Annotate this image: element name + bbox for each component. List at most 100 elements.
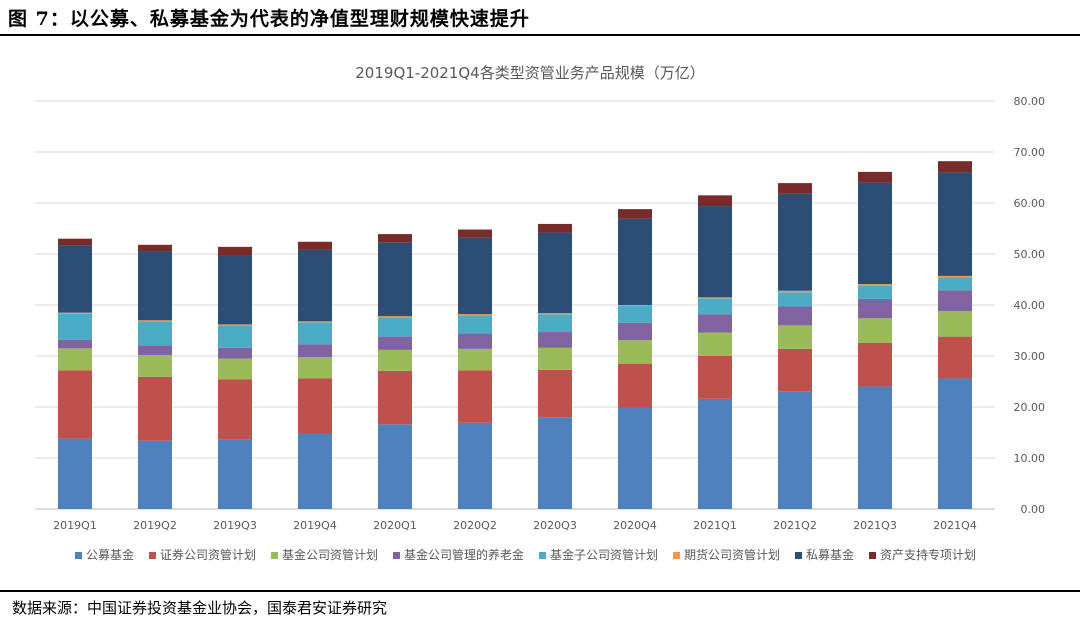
bar-segment	[378, 349, 412, 371]
bar-segment	[58, 312, 92, 314]
legend-label: 证券公司资管计划	[160, 547, 256, 562]
legend-swatch	[673, 552, 680, 559]
y-tick-label: 50.00	[1014, 248, 1046, 261]
bar-segment	[218, 347, 252, 359]
bar-segment	[618, 306, 652, 323]
bar-segment	[378, 242, 412, 317]
legend-item: 基金子公司资管计划	[539, 547, 658, 562]
bottom-rule	[0, 590, 1080, 592]
x-tick-label: 2019Q4	[293, 519, 337, 532]
legend-item: 证券公司资管计划	[149, 547, 256, 562]
bar-segment	[58, 438, 92, 509]
bar-segment	[778, 292, 812, 307]
bar-segment	[778, 391, 812, 509]
y-tick-label: 40.00	[1014, 299, 1046, 312]
y-tick-label: 10.00	[1014, 452, 1046, 465]
x-tick-label: 2020Q1	[373, 519, 417, 532]
y-axis-ticks: 0.00 10.00 20.00 30.00 40.00 50.00 60.00 70.00 8…	[1014, 95, 1046, 516]
bar-segment	[778, 325, 812, 349]
bar-segment	[778, 348, 812, 392]
bar-segment	[938, 161, 972, 173]
legend-label: 基金公司管理的养老金	[404, 547, 524, 562]
x-tick-label: 2019Q3	[213, 519, 257, 532]
x-tick-label: 2021Q1	[693, 519, 737, 532]
bar-segment	[698, 297, 732, 299]
bar-segment	[218, 358, 252, 380]
legend-swatch	[393, 552, 400, 559]
top-rule	[0, 34, 1080, 36]
legend-swatch	[869, 552, 876, 559]
x-tick-label: 2021Q3	[853, 519, 897, 532]
bar-segment	[298, 241, 332, 250]
bar-segment	[618, 218, 652, 305]
bar-segment	[138, 321, 172, 346]
bar-segment	[938, 378, 972, 509]
bar-segment	[618, 407, 652, 509]
bar-segment	[858, 171, 892, 183]
bar-segment	[138, 376, 172, 441]
bar-segment	[858, 318, 892, 343]
bar-segment	[138, 345, 172, 355]
legend-label: 私募基金	[806, 547, 854, 562]
bar-segment	[698, 356, 732, 399]
bar-segment	[938, 277, 972, 291]
bar-segment	[378, 317, 412, 337]
bar-segment	[778, 306, 812, 326]
bar-segment	[698, 298, 732, 315]
bar-segment	[858, 342, 892, 387]
legend-label: 资产支持专项计划	[880, 547, 976, 562]
legend-swatch	[539, 552, 546, 559]
bar-segment	[538, 369, 572, 418]
bar-segment	[138, 320, 172, 322]
legend: 公募基金 证券公司资管计划 基金公司资管计划 基金公司管理的养老金 基金子公司资管计划 期…	[75, 547, 976, 562]
bar-segment	[298, 433, 332, 509]
bar-segment	[858, 182, 892, 285]
bar-segment	[778, 183, 812, 194]
bar-segment	[58, 348, 92, 371]
bar-segment	[218, 379, 252, 440]
bar-segment	[538, 332, 572, 348]
gridlines	[35, 100, 995, 510]
bar-segment	[378, 234, 412, 243]
bar-segment	[298, 344, 332, 358]
legend-swatch	[271, 552, 278, 559]
source-note: 数据来源：中国证券投资基金业协会，国泰君安证券研究	[12, 599, 388, 617]
legend-item: 期货公司资管计划	[673, 547, 780, 562]
bar-segment	[458, 422, 492, 509]
bar-segment	[538, 314, 572, 333]
x-tick-label: 2019Q2	[133, 519, 177, 532]
bar-segment	[298, 321, 332, 323]
bar-segment	[58, 313, 92, 340]
bar-segment	[298, 322, 332, 345]
bar-segment	[778, 193, 812, 291]
bar-segment	[938, 311, 972, 337]
x-tick-label: 2019Q1	[53, 519, 97, 532]
legend-label: 期货公司资管计划	[684, 547, 780, 562]
bar-segment	[538, 313, 572, 315]
bar-segment	[138, 244, 172, 252]
bar-segment	[778, 290, 812, 293]
bar-segment	[938, 275, 972, 278]
bar-segment	[618, 340, 652, 364]
bars	[58, 161, 972, 509]
stacked-bar-chart: 2019Q1-2021Q4各类型资管业务产品规模（万亿） 0.00 10.00 20…	[35, 64, 1046, 562]
x-axis-ticks: 2019Q1 2019Q2 2019Q3 2019Q4 2020Q1 2020Q2 2020…	[53, 519, 977, 532]
bar-segment	[58, 370, 92, 439]
x-tick-label: 2021Q2	[773, 519, 817, 532]
bar-segment	[218, 255, 252, 325]
legend-label: 公募基金	[86, 547, 134, 562]
bar-segment	[538, 347, 572, 370]
y-tick-label: 70.00	[1014, 146, 1046, 159]
bar-segment	[858, 285, 892, 299]
bar-segment	[538, 417, 572, 509]
y-tick-label: 20.00	[1014, 401, 1046, 414]
bar-segment	[58, 238, 92, 246]
bar-segment	[458, 237, 492, 315]
bar-segment	[138, 440, 172, 509]
bar-segment	[618, 322, 652, 341]
bar-segment	[938, 172, 972, 276]
y-tick-label: 60.00	[1014, 197, 1046, 210]
figure-title: 图 7：以公募、私募基金为代表的净值型理财规模快速提升	[8, 8, 530, 30]
bar-segment	[218, 324, 252, 326]
y-tick-label: 80.00	[1014, 95, 1046, 108]
